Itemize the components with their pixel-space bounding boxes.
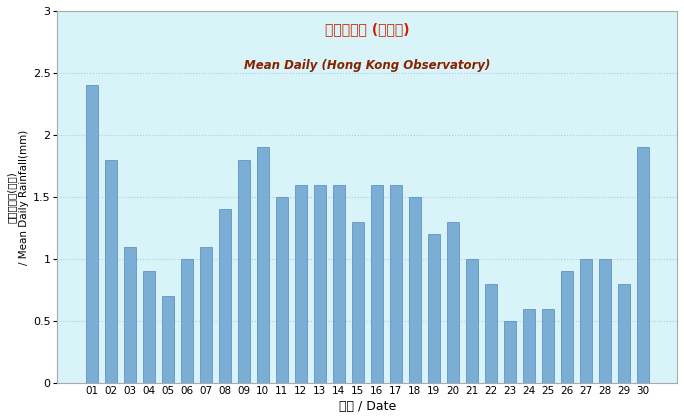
Bar <box>142 271 155 383</box>
Bar <box>447 222 459 383</box>
Bar <box>408 197 421 383</box>
Bar <box>161 296 174 383</box>
Bar <box>561 271 573 383</box>
Y-axis label: 平均日雨量(毫米)
/ Mean Daily Rainfall(mm): 平均日雨量(毫米) / Mean Daily Rainfall(mm) <box>7 129 29 265</box>
Bar <box>523 309 535 383</box>
Bar <box>200 247 212 383</box>
Bar <box>86 85 98 383</box>
Bar <box>371 185 383 383</box>
Bar <box>256 147 269 383</box>
Bar <box>542 309 554 383</box>
Text: 平均日雨量 (天文台): 平均日雨量 (天文台) <box>325 22 410 36</box>
X-axis label: 日期 / Date: 日期 / Date <box>339 400 396 413</box>
Text: Mean Daily (Hong Kong Observatory): Mean Daily (Hong Kong Observatory) <box>244 59 490 72</box>
Bar <box>124 247 136 383</box>
Bar <box>390 185 402 383</box>
Bar <box>484 284 497 383</box>
Bar <box>332 185 345 383</box>
Bar <box>352 222 364 383</box>
Bar <box>276 197 288 383</box>
Bar <box>237 160 250 383</box>
Bar <box>428 234 440 383</box>
Bar <box>618 284 630 383</box>
Bar <box>313 185 326 383</box>
Bar <box>579 259 592 383</box>
Bar <box>598 259 611 383</box>
Bar <box>466 259 478 383</box>
Bar <box>219 210 231 383</box>
Bar <box>295 185 307 383</box>
Bar <box>637 147 649 383</box>
Bar <box>503 321 516 383</box>
Bar <box>181 259 193 383</box>
Bar <box>105 160 117 383</box>
